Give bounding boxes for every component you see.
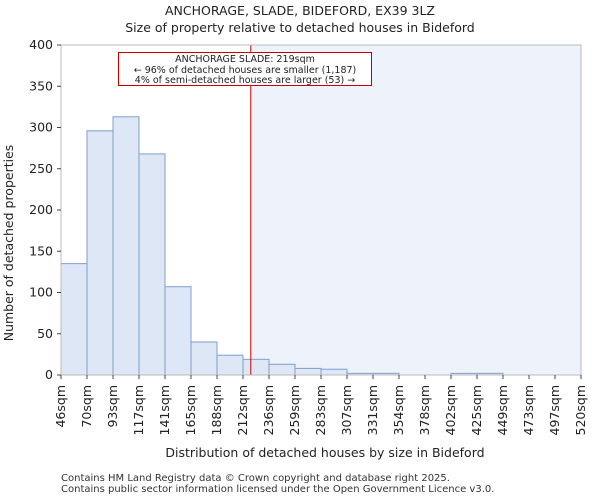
x-axis: 46sqm 70sqm 93sqm 117sqm 141sqm 165sqm 188sqm 2…: [53, 375, 588, 435]
histogram-bar-283sqm: [320, 368, 348, 376]
x-tick-label-46sqm: 46sqm: [53, 385, 68, 428]
histogram-bars: [60, 116, 504, 376]
x-tick-label-141sqm: 141sqm: [157, 385, 172, 435]
x-tick-label-212sqm: 212sqm: [235, 385, 250, 435]
histogram-bar-188sqm: [216, 354, 244, 376]
annotation-line-2: ← 96% of detached houses are smaller (1,…: [133, 64, 357, 76]
y-tick-label-50: 50: [37, 326, 53, 341]
x-tick-label-473sqm: 473sqm: [521, 385, 536, 435]
histogram-bar-70sqm: [86, 130, 114, 376]
x-axis-label: Distribution of detached houses by size …: [165, 445, 484, 460]
histogram-bar-46sqm: [60, 263, 88, 376]
histogram-bar-236sqm: [268, 363, 296, 376]
chart-title: Size of property relative to detached ho…: [125, 20, 475, 35]
x-tick-label-354sqm: 354sqm: [391, 385, 406, 435]
y-tick-label-350: 350: [29, 78, 53, 93]
histogram-bar-141sqm: [164, 286, 192, 376]
annotation-line-3: 4% of semi-detached houses are larger (5…: [134, 75, 356, 86]
y-tick-label-400: 400: [29, 37, 53, 52]
footer-line-1: Contains HM Land Registry data © Crown c…: [61, 473, 450, 484]
x-tick-label-497sqm: 497sqm: [547, 385, 562, 435]
y-tick-label-100: 100: [29, 285, 53, 300]
x-tick-label-402sqm: 402sqm: [443, 385, 458, 435]
x-tick-label-93sqm: 93sqm: [105, 385, 120, 428]
chart-title-address: ANCHORAGE, SLADE, BIDEFORD, EX39 3LZ: [164, 3, 435, 18]
y-tick-label-0: 0: [45, 367, 53, 382]
x-tick-label-331sqm: 331sqm: [365, 385, 380, 435]
annotation-line-1: ANCHORAGE SLADE: 219sqm: [175, 54, 315, 65]
y-tick-label-150: 150: [29, 243, 53, 258]
x-tick-label-165sqm: 165sqm: [183, 385, 198, 435]
x-tick-label-307sqm: 307sqm: [339, 385, 354, 435]
x-tick-label-117sqm: 117sqm: [131, 385, 146, 435]
x-tick-label-283sqm: 283sqm: [313, 385, 328, 435]
y-axis-label: Number of detached properties: [1, 145, 16, 342]
histogram-bar-212sqm: [242, 358, 270, 376]
annotation-box: ANCHORAGE SLADE: 219sqm ← 96% of detache…: [118, 52, 372, 86]
x-tick-label-188sqm: 188sqm: [209, 385, 224, 435]
histogram-bar-117sqm: [138, 153, 166, 376]
histogram-bar-93sqm: [112, 116, 140, 376]
footer-line-2: Contains public sector information licen…: [61, 484, 495, 495]
x-tick-label-425sqm: 425sqm: [469, 385, 484, 435]
y-tick-label-250: 250: [29, 161, 53, 176]
x-tick-label-259sqm: 259sqm: [287, 385, 302, 435]
larger-properties-region: [250, 45, 581, 375]
histogram-bar-259sqm: [294, 367, 322, 376]
x-tick-label-70sqm: 70sqm: [79, 385, 94, 428]
x-tick-label-520sqm: 520sqm: [573, 385, 588, 435]
y-tick-label-200: 200: [29, 202, 53, 217]
x-tick-label-449sqm: 449sqm: [495, 385, 510, 435]
x-tick-label-378sqm: 378sqm: [417, 385, 432, 435]
y-tick-label-300: 300: [29, 120, 53, 135]
histogram-bar-165sqm: [190, 341, 218, 376]
x-tick-label-236sqm: 236sqm: [261, 385, 276, 435]
